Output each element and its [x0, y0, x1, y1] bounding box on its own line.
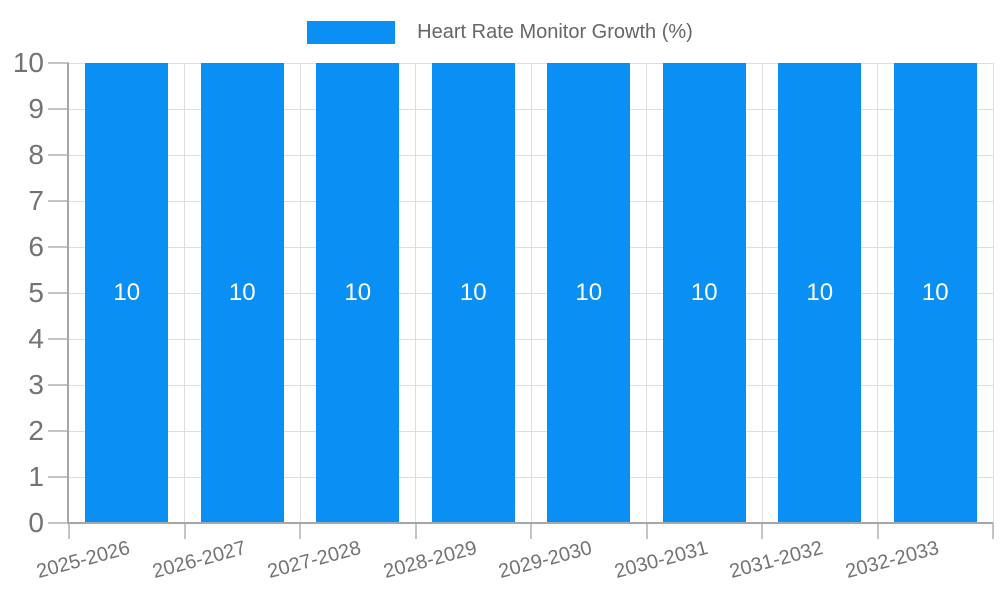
- y-tick-mark: [48, 62, 69, 64]
- v-gridline: [299, 63, 301, 523]
- y-tick-label: 2: [28, 415, 44, 446]
- y-tick-label: 5: [28, 277, 44, 308]
- bar-value-label: 10: [228, 279, 256, 306]
- bar-value-label: 10: [806, 279, 834, 306]
- x-tick-label: 2028-2029: [380, 537, 479, 584]
- x-tick-mark: [645, 523, 648, 539]
- y-tick-label: 8: [28, 139, 44, 170]
- x-tick-mark: [761, 523, 763, 539]
- y-tick-mark: [48, 338, 69, 340]
- y-tick-label: 6: [28, 231, 44, 262]
- y-tick-label: 10: [12, 47, 44, 78]
- bar[interactable]: [431, 63, 515, 523]
- y-tick-mark: [48, 154, 69, 156]
- y-tick-mark: [48, 292, 69, 294]
- y-tick-mark: [48, 430, 69, 432]
- v-gridline: [646, 63, 647, 523]
- x-tick-mark: [530, 523, 532, 539]
- bar[interactable]: [547, 63, 631, 523]
- x-axis-line: [67, 522, 993, 524]
- y-tick-mark: [48, 384, 69, 386]
- y-axis-line: [67, 63, 69, 523]
- v-gridline: [415, 63, 416, 523]
- x-tick-label: 2026-2027: [149, 537, 248, 584]
- x-tick-label: 2031-2032: [727, 537, 826, 584]
- x-tick-mark: [299, 523, 301, 539]
- bar[interactable]: [893, 63, 977, 523]
- v-gridline: [184, 63, 185, 523]
- x-tick-mark: [876, 523, 879, 539]
- bar-value-label: 10: [459, 279, 487, 306]
- x-tick-label: 2032-2033: [842, 537, 941, 584]
- x-tick-mark: [414, 523, 417, 539]
- y-tick-label: 0: [28, 507, 44, 538]
- legend-swatch: [307, 20, 396, 44]
- bar-value-label: 10: [575, 279, 603, 306]
- x-tick-label: 2025-2026: [34, 537, 133, 584]
- v-gridline: [761, 63, 763, 523]
- bar-value-label: 10: [921, 279, 949, 306]
- bar[interactable]: [200, 63, 284, 523]
- y-tick-label: 4: [28, 323, 44, 354]
- y-tick-mark: [48, 246, 69, 248]
- x-tick-label: 2029-2030: [496, 537, 595, 584]
- x-tick-mark: [183, 523, 186, 539]
- y-tick-mark: [48, 200, 69, 202]
- bar[interactable]: [778, 63, 862, 523]
- bar[interactable]: [662, 63, 746, 523]
- y-tick-mark: [48, 522, 69, 524]
- x-tick-label: 2027-2028: [265, 537, 364, 584]
- v-gridline: [530, 63, 532, 523]
- bar-value-label: 10: [690, 279, 718, 306]
- y-tick-label: 3: [28, 369, 44, 400]
- legend: Heart Rate Monitor Growth (%): [0, 20, 1000, 44]
- y-tick-mark: [48, 108, 69, 110]
- legend-item[interactable]: Heart Rate Monitor Growth (%): [307, 20, 693, 44]
- y-tick-label: 7: [28, 185, 44, 216]
- x-tick-mark: [992, 523, 994, 539]
- v-gridline: [877, 63, 878, 523]
- bar[interactable]: [85, 63, 169, 523]
- y-tick-label: 9: [28, 93, 44, 124]
- y-tick-mark: [48, 476, 69, 478]
- x-tick-label: 2030-2031: [611, 537, 710, 584]
- bar-value-label: 10: [113, 279, 141, 306]
- y-tick-label: 1: [28, 461, 44, 492]
- v-gridline: [992, 63, 994, 523]
- bar-value-label: 10: [344, 279, 372, 306]
- x-tick-mark: [68, 523, 70, 539]
- legend-label: Heart Rate Monitor Growth (%): [417, 21, 693, 43]
- bar[interactable]: [316, 63, 400, 523]
